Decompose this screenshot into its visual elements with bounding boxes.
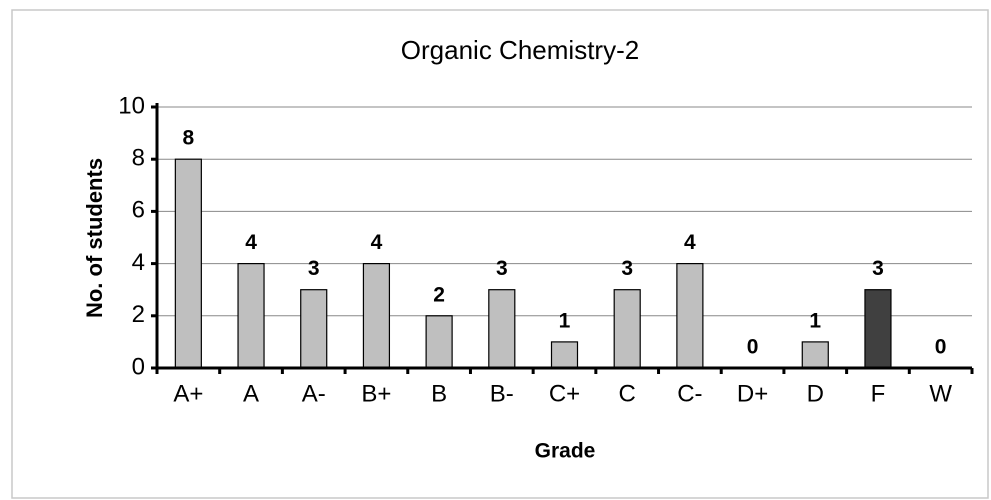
bar bbox=[300, 289, 328, 369]
data-label: 1 bbox=[559, 309, 571, 332]
x-tick-label: B+ bbox=[361, 380, 391, 407]
bar bbox=[488, 289, 516, 369]
y-tick-label: 6 bbox=[132, 197, 145, 224]
data-label: 8 bbox=[183, 127, 195, 150]
bar bbox=[864, 289, 892, 369]
data-label: 3 bbox=[872, 257, 884, 280]
data-label: 3 bbox=[621, 257, 633, 280]
x-axis-label: Grade bbox=[535, 440, 596, 463]
data-label: 0 bbox=[747, 336, 759, 359]
data-label: 3 bbox=[308, 257, 320, 280]
bar bbox=[613, 289, 641, 369]
bar bbox=[676, 263, 704, 369]
bar bbox=[362, 263, 391, 369]
y-tick-label: 2 bbox=[132, 301, 145, 328]
data-label: 3 bbox=[496, 257, 508, 280]
y-tick-label: 4 bbox=[132, 249, 145, 276]
data-label: 4 bbox=[245, 231, 257, 254]
bar bbox=[174, 158, 202, 369]
x-tick-label: B- bbox=[490, 380, 514, 407]
y-tick-label: 10 bbox=[118, 92, 145, 119]
x-tick-label: W bbox=[929, 380, 952, 407]
x-tick-label: D bbox=[807, 380, 824, 407]
bar bbox=[550, 341, 579, 369]
bar bbox=[425, 315, 453, 369]
x-tick-label: D+ bbox=[737, 380, 768, 407]
bar bbox=[237, 263, 265, 369]
y-tick-label: 8 bbox=[132, 145, 145, 172]
x-tick-label: C- bbox=[677, 380, 702, 407]
bar bbox=[801, 341, 829, 369]
data-label: 4 bbox=[684, 231, 696, 254]
x-tick-label: A bbox=[243, 380, 259, 407]
data-label: 4 bbox=[371, 231, 383, 254]
chart-title: Organic Chemistry-2 bbox=[401, 35, 639, 65]
x-tick-label: A+ bbox=[173, 380, 203, 407]
data-label: 0 bbox=[935, 336, 947, 359]
y-tick-label: 0 bbox=[132, 353, 145, 380]
x-tick-label: F bbox=[871, 380, 886, 407]
data-label: 2 bbox=[433, 283, 445, 306]
x-tick-label: C bbox=[619, 380, 636, 407]
x-tick-label: B bbox=[431, 380, 447, 407]
data-label: 1 bbox=[809, 309, 821, 332]
y-axis-label: No. of students bbox=[82, 158, 107, 318]
x-tick-label: C+ bbox=[549, 380, 580, 407]
chart-border bbox=[11, 9, 989, 499]
x-tick-label: A- bbox=[302, 380, 326, 407]
